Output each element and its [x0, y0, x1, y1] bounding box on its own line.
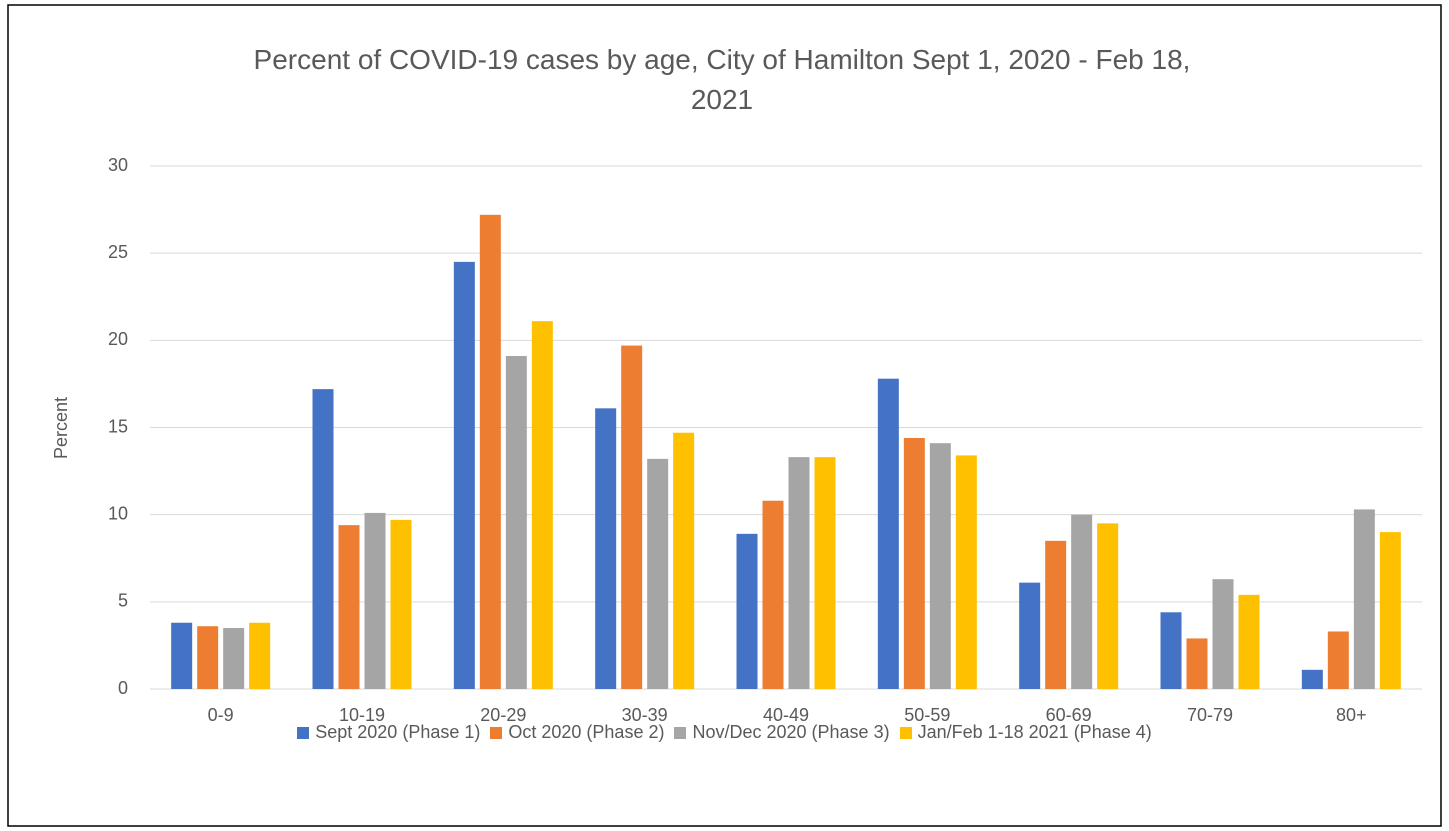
legend-label: Jan/Feb 1-18 2021 (Phase 4): [917, 722, 1152, 742]
bar: [223, 627, 245, 689]
bar: [929, 443, 951, 689]
bar: [903, 437, 925, 689]
x-tick-label: 20-29: [480, 705, 526, 725]
legend-label: Nov/Dec 2020 (Phase 3): [692, 722, 890, 742]
bar: [1212, 579, 1234, 689]
bar: [1379, 532, 1401, 689]
bar: [171, 622, 193, 689]
bar: [453, 261, 475, 689]
bar: [955, 455, 977, 689]
bar: [595, 408, 617, 689]
x-tick-label: 30-39: [622, 705, 668, 725]
legend-item: Oct 2020 (Phase 2): [490, 722, 664, 743]
x-tick-label: 50-59: [904, 705, 950, 725]
bar: [479, 214, 501, 689]
bar: [1186, 638, 1208, 689]
bar: [1071, 514, 1093, 689]
x-tick-label: 10-19: [339, 705, 385, 725]
x-tick-label: 60-69: [1046, 705, 1092, 725]
bar: [249, 622, 271, 689]
y-tick-label: 20: [108, 329, 128, 349]
bar: [673, 432, 695, 689]
y-tick-label: 5: [118, 591, 128, 611]
legend-swatch: [899, 726, 912, 739]
bar: [531, 321, 553, 689]
bar: [647, 458, 669, 689]
bar: [1160, 612, 1182, 689]
bar: [338, 525, 360, 689]
bar: [788, 457, 810, 689]
bar: [197, 626, 219, 689]
legend-item: Jan/Feb 1-18 2021 (Phase 4): [899, 722, 1152, 743]
bar: [877, 378, 899, 689]
y-tick-label: 30: [108, 155, 128, 175]
legend: Sept 2020 (Phase 1) Oct 2020 (Phase 2) Nov…: [0, 722, 1449, 743]
x-tick-label: 0-9: [208, 705, 234, 725]
legend-label: Sept 2020 (Phase 1): [315, 722, 481, 742]
y-tick-label: 25: [108, 242, 128, 262]
x-tick-label: 70-79: [1187, 705, 1233, 725]
bar: [1238, 594, 1260, 689]
y-tick-label: 10: [108, 503, 128, 523]
bar: [1019, 582, 1041, 689]
bar: [736, 533, 758, 689]
bar: [1327, 631, 1349, 689]
legend-item: Sept 2020 (Phase 1): [297, 722, 480, 743]
bar: [1353, 509, 1375, 689]
bar: [1097, 523, 1119, 689]
bar: [312, 389, 334, 689]
chart-title: Percent of COVID-19 cases by age, City o…: [253, 44, 1191, 115]
bar: [364, 512, 386, 689]
y-tick-label: 0: [118, 678, 128, 698]
y-axis-label: Percent: [51, 397, 71, 459]
legend-swatch: [297, 726, 310, 739]
x-tick-label: 80+: [1336, 705, 1367, 725]
legend-swatch: [490, 726, 503, 739]
x-tick-label: 40-49: [763, 705, 809, 725]
bar: [814, 457, 836, 689]
y-tick-label: 15: [108, 416, 128, 436]
bar: [390, 519, 412, 689]
chart-border: [7, 4, 1442, 827]
bar: [505, 356, 527, 689]
legend-label: Oct 2020 (Phase 2): [508, 722, 665, 742]
bar: [1045, 540, 1067, 689]
bar: [1301, 669, 1323, 689]
bar: [762, 500, 784, 689]
legend-swatch: [674, 726, 687, 739]
bar: [621, 345, 643, 689]
legend-item: Nov/Dec 2020 (Phase 3): [674, 722, 890, 743]
